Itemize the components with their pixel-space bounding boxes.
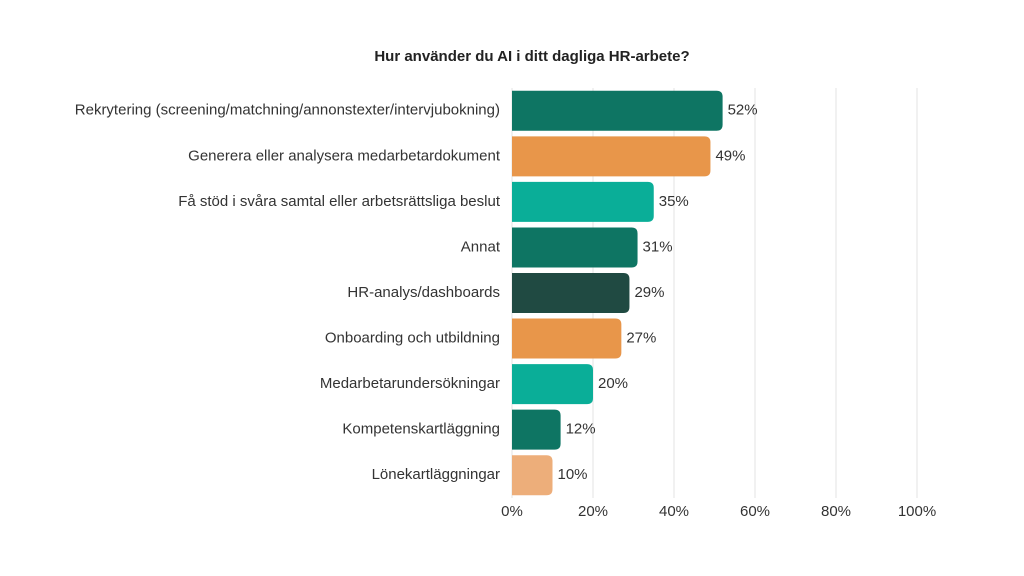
bar	[512, 273, 630, 313]
x-tick-label: 40%	[659, 503, 689, 520]
bar	[512, 227, 638, 268]
value-label: 49%	[715, 147, 745, 164]
value-label: 27%	[626, 330, 656, 347]
y-tick-label: Medarbetarundersökningar	[320, 375, 500, 392]
x-tick-label: 60%	[740, 503, 770, 520]
y-tick-label: Rekrytering (screening/matchning/annonst…	[75, 102, 500, 119]
bar	[512, 181, 654, 222]
x-tick-label: 100%	[898, 503, 936, 520]
y-tick-label: Kompetenskartläggning	[342, 421, 500, 438]
value-label: 31%	[643, 238, 673, 255]
value-label: 20%	[598, 375, 628, 392]
chart-title: Hur använder du AI i ditt dagliga HR-arb…	[374, 48, 689, 65]
x-tick-label: 80%	[821, 503, 851, 520]
y-tick-label: HR-analys/dashboards	[347, 284, 500, 301]
x-tick-label: 20%	[578, 503, 608, 520]
x-tick-label: 0%	[501, 503, 523, 520]
bar	[512, 364, 593, 405]
y-tick-label: Få stöd i svåra samtal eller arbetsrätts…	[178, 193, 501, 210]
y-tick-label: Annat	[461, 238, 501, 255]
value-label: 52%	[728, 102, 758, 119]
value-label: 29%	[634, 284, 664, 301]
bar	[512, 90, 723, 131]
value-label: 12%	[566, 421, 596, 438]
value-label: 10%	[558, 466, 588, 483]
bar	[512, 136, 711, 177]
y-tick-label: Generera eller analysera medarbetardokum…	[188, 147, 501, 164]
bar	[512, 409, 561, 450]
value-label: 35%	[659, 193, 689, 210]
bar	[512, 318, 622, 359]
y-tick-label: Lönekartläggningar	[372, 466, 500, 483]
bar	[512, 455, 553, 496]
y-tick-label: Onboarding och utbildning	[325, 330, 500, 347]
